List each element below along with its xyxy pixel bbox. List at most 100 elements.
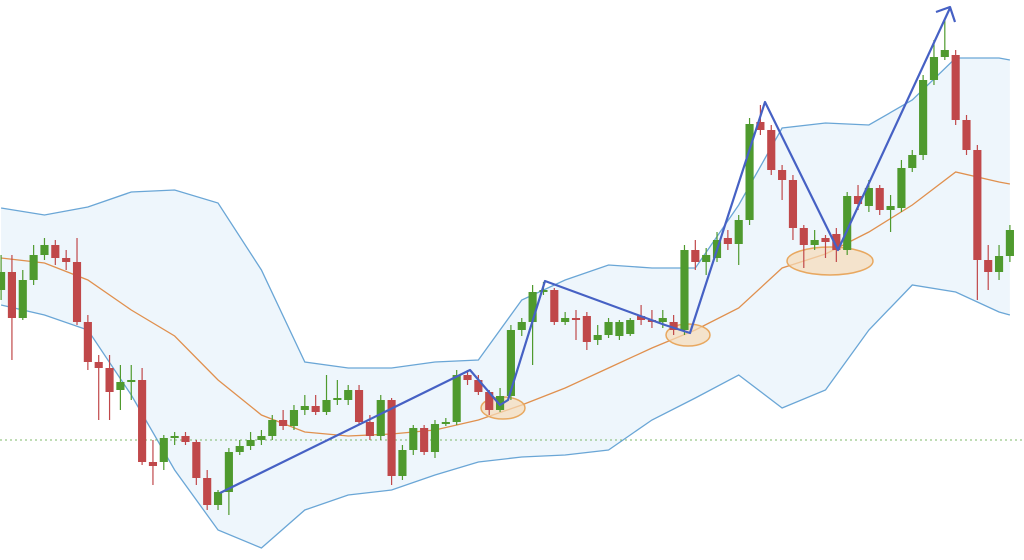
candle-body bbox=[973, 150, 982, 260]
candle-body bbox=[452, 375, 461, 422]
candle-body bbox=[951, 55, 960, 120]
candle-body bbox=[919, 80, 928, 155]
candle-body bbox=[528, 292, 537, 322]
candle-body bbox=[7, 272, 16, 318]
candle-body bbox=[354, 390, 364, 422]
candle-body bbox=[734, 220, 743, 244]
candle-body bbox=[561, 318, 570, 322]
candle-body bbox=[702, 255, 711, 262]
candle-body bbox=[506, 330, 515, 396]
zigzag-line bbox=[219, 7, 951, 494]
candle-body bbox=[311, 406, 320, 412]
candle-body bbox=[929, 57, 939, 80]
candle-body bbox=[463, 375, 472, 380]
candle-body bbox=[994, 256, 1004, 272]
candle-body bbox=[875, 188, 884, 210]
candle-body bbox=[192, 442, 201, 478]
candle-body bbox=[72, 262, 82, 322]
candle-body bbox=[181, 436, 190, 442]
candle-body bbox=[365, 422, 374, 436]
candle-body bbox=[289, 410, 299, 426]
candle-body bbox=[691, 250, 700, 262]
candle-body bbox=[517, 322, 526, 330]
candle-body bbox=[539, 290, 548, 292]
candle-body bbox=[767, 130, 776, 170]
candle-body bbox=[83, 322, 92, 362]
candle-body bbox=[1005, 230, 1014, 256]
candle-body bbox=[159, 438, 168, 462]
candles bbox=[0, 20, 1014, 515]
candle-body bbox=[723, 238, 732, 244]
candle-body bbox=[300, 406, 309, 410]
candle-body bbox=[571, 318, 581, 320]
candle-body bbox=[148, 462, 158, 466]
candle-body bbox=[116, 382, 125, 390]
candle-body bbox=[908, 155, 917, 168]
candle-body bbox=[853, 196, 863, 204]
candle-body bbox=[224, 452, 233, 492]
candle-body bbox=[105, 368, 114, 392]
candle-body bbox=[127, 380, 136, 382]
candle-body bbox=[984, 260, 993, 272]
candle-body bbox=[485, 392, 494, 410]
candle-body bbox=[680, 250, 689, 330]
candle-body bbox=[246, 440, 255, 446]
candle-body bbox=[235, 446, 244, 452]
candle-body bbox=[430, 424, 440, 452]
candle-body bbox=[897, 168, 906, 208]
candle-body bbox=[658, 318, 667, 322]
candle-body bbox=[756, 122, 765, 130]
candle-body bbox=[864, 188, 873, 206]
candle-body bbox=[832, 234, 841, 250]
candle-body bbox=[94, 362, 103, 368]
candle-body bbox=[268, 420, 277, 436]
candle-body bbox=[604, 322, 613, 335]
candle-body bbox=[18, 280, 27, 318]
candle-body bbox=[778, 170, 787, 180]
candle-body bbox=[51, 245, 60, 258]
upper-band bbox=[0, 57, 1011, 369]
candle-body bbox=[669, 322, 678, 330]
candle-body bbox=[387, 400, 396, 476]
candle-body bbox=[420, 428, 429, 452]
candle-body bbox=[886, 206, 895, 210]
candle-body bbox=[170, 436, 179, 438]
candle-body bbox=[962, 120, 971, 150]
candle-body bbox=[344, 390, 353, 400]
candle-body bbox=[279, 420, 288, 426]
arrow-head bbox=[935, 5, 957, 23]
candle-body bbox=[550, 290, 559, 322]
lower-band bbox=[0, 284, 1011, 549]
candle-body bbox=[376, 400, 385, 436]
candle-body bbox=[582, 316, 591, 342]
candle-body bbox=[626, 320, 635, 334]
candle-body bbox=[810, 240, 819, 245]
candle-body bbox=[213, 492, 223, 505]
candle-body bbox=[441, 422, 450, 424]
candle-body bbox=[398, 450, 407, 476]
candle-body bbox=[40, 245, 49, 255]
candle-body bbox=[138, 380, 147, 462]
candle-body bbox=[474, 380, 483, 392]
candle-body bbox=[322, 400, 331, 412]
candle-body bbox=[333, 398, 342, 400]
candle-body bbox=[821, 238, 830, 242]
candle-body bbox=[843, 196, 852, 250]
candle-body bbox=[940, 50, 949, 57]
candle-body bbox=[637, 316, 646, 320]
candle-body bbox=[615, 322, 624, 336]
candle-body bbox=[496, 396, 505, 410]
band-area bbox=[1, 58, 1010, 548]
candle-body bbox=[788, 180, 798, 228]
candle-body bbox=[593, 335, 602, 340]
candle-body bbox=[62, 258, 71, 262]
candle-body bbox=[0, 272, 6, 290]
candle-body bbox=[745, 124, 754, 220]
candle-body bbox=[409, 428, 418, 450]
candle-body bbox=[203, 478, 212, 505]
trend-annotation bbox=[219, 5, 957, 494]
candle-body bbox=[29, 255, 38, 280]
highlight-ellipse bbox=[786, 246, 874, 276]
